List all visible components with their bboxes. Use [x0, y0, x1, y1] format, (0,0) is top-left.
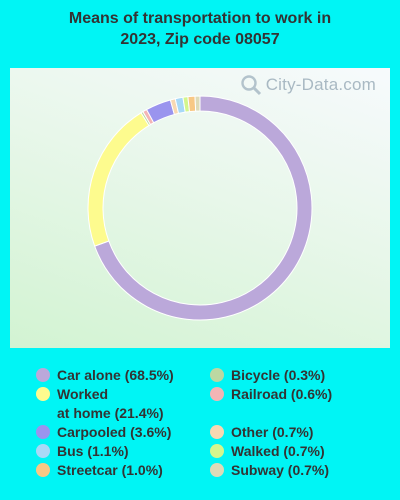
legend-label: Railroad (0.6%) — [231, 386, 333, 402]
legend-label: Streetcar (1.0%) — [57, 462, 163, 478]
legend-swatch — [36, 425, 50, 439]
legend-item: Bus (1.1%) — [36, 442, 129, 461]
legend-label: Bicycle (0.3%) — [231, 367, 326, 383]
watermark: City-Data.com — [240, 74, 376, 96]
legend-label: Worked at home (21.4%) — [57, 386, 164, 421]
legend-swatch — [210, 444, 224, 458]
magnifier-icon — [241, 75, 261, 96]
legend-swatch — [210, 463, 224, 477]
watermark-text: City-Data.com — [265, 75, 376, 94]
legend-swatch — [36, 444, 50, 458]
legend-label: Car alone (68.5%) — [57, 367, 174, 383]
legend-swatch — [36, 368, 50, 382]
legend-item: Walked (0.7%) — [210, 442, 325, 461]
slice-streetcar — [187, 95, 197, 113]
chart-title: Means of transportation to work in 2023,… — [0, 8, 400, 50]
legend-swatch — [36, 463, 50, 477]
legend-label: Bus (1.1%) — [57, 443, 129, 459]
legend-swatch — [36, 387, 50, 401]
legend-item: Carpooled (3.6%) — [36, 423, 171, 442]
legend-item: Railroad (0.6%) — [210, 385, 332, 404]
chart-title-line2: 2023, Zip code 08057 — [120, 31, 280, 48]
legend-item: Car alone (68.5%) — [36, 366, 174, 385]
legend-label: Other (0.7%) — [231, 424, 314, 440]
legend-item: Subway (0.7%) — [210, 461, 329, 480]
legend-item: Other (0.7%) — [210, 423, 313, 442]
legend-label: Carpooled (3.6%) — [57, 424, 172, 440]
legend-item: Bicycle (0.3%) — [210, 366, 325, 385]
legend-label: Subway (0.7%) — [231, 462, 330, 478]
legend-swatch — [210, 387, 224, 401]
slice-worked-at-home — [87, 112, 150, 247]
legend-item: Streetcar (1.0%) — [36, 461, 163, 480]
plot-area: City-Data.com — [10, 68, 390, 348]
legend-label: Walked (0.7%) — [231, 443, 325, 459]
chart-title-line1: Means of transportation to work in — [68, 10, 332, 27]
legend-swatch — [210, 425, 224, 439]
donut-chart — [87, 95, 313, 321]
slice-subway — [194, 95, 201, 112]
legend-swatch — [210, 368, 224, 382]
legend-item: Worked at home (21.4%) — [36, 385, 164, 423]
